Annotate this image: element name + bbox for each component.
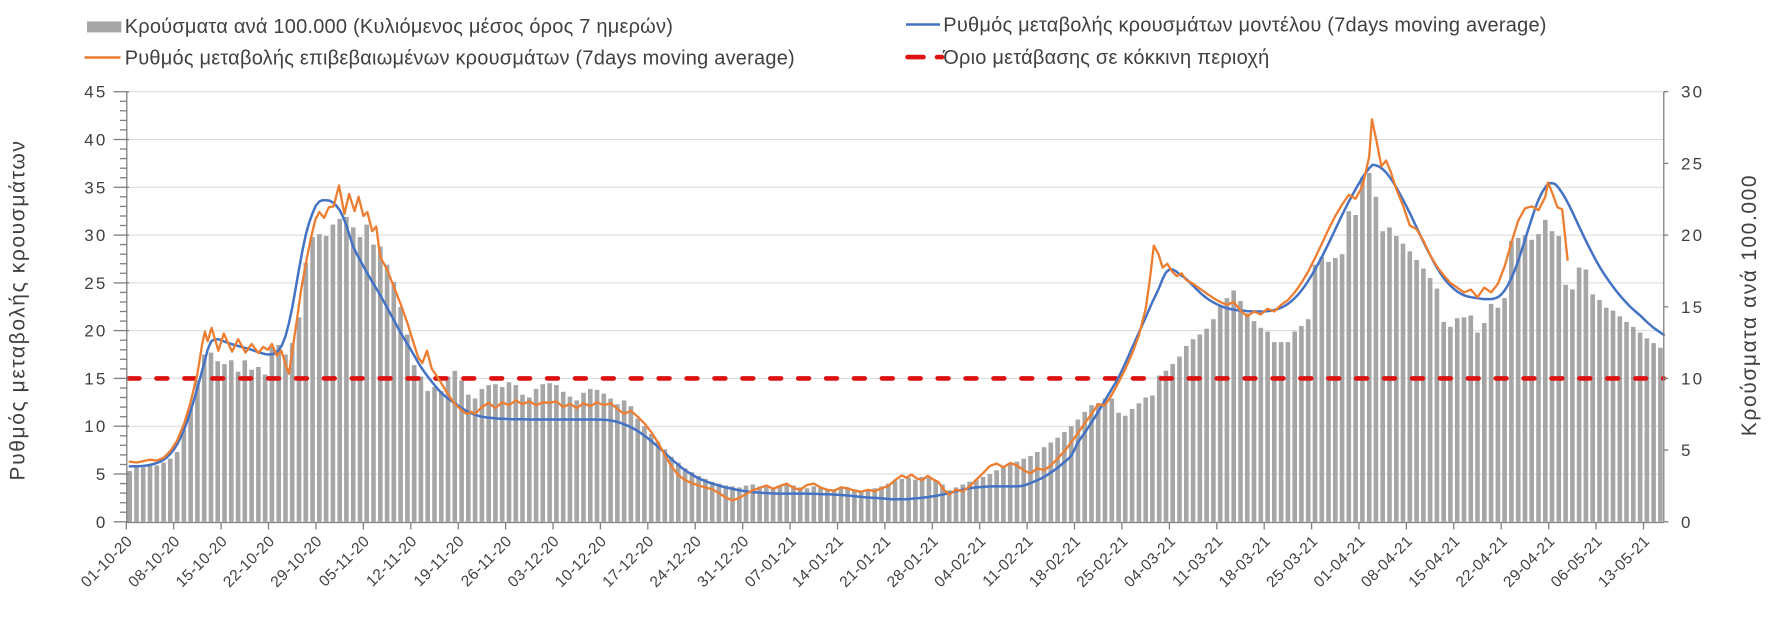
svg-text:10: 10 <box>84 417 107 436</box>
svg-text:Ρυθμός μεταβολής κρουσμάτων μο: Ρυθμός μεταβολής κρουσμάτων μοντέλου (7d… <box>943 15 1546 37</box>
svg-text:15: 15 <box>1681 298 1704 317</box>
svg-text:10: 10 <box>1681 369 1704 388</box>
svg-text:20: 20 <box>1681 226 1704 245</box>
svg-text:Όριο μετάβασης σε κόκκινη περι: Όριο μετάβασης σε κόκκινη περιοχή <box>942 47 1269 69</box>
svg-text:Ρυθμός μεταβολής κρουσμάτων: Ρυθμός μεταβολής κρουσμάτων <box>7 140 30 481</box>
svg-text:Κρούσματα ανά 100.000 (Κυλιόμε: Κρούσματα ανά 100.000 (Κυλιόμενος μέσος … <box>125 16 673 38</box>
svg-text:30: 30 <box>84 226 107 245</box>
svg-text:25: 25 <box>84 274 107 293</box>
svg-text:0: 0 <box>1681 513 1693 532</box>
svg-text:Ρυθμός μεταβολής επιβεβαιωμένω: Ρυθμός μεταβολής επιβεβαιωμένων κρουσμάτ… <box>125 48 795 70</box>
svg-text:35: 35 <box>84 178 107 197</box>
svg-text:0: 0 <box>96 513 108 532</box>
svg-text:5: 5 <box>96 465 108 484</box>
svg-text:30: 30 <box>1681 83 1704 102</box>
svg-text:25: 25 <box>1681 154 1704 173</box>
svg-text:15: 15 <box>84 369 107 388</box>
svg-text:40: 40 <box>84 131 107 150</box>
svg-text:5: 5 <box>1681 441 1693 460</box>
svg-text:45: 45 <box>84 83 107 102</box>
svg-text:Κρούσματα ανά 100.000: Κρούσματα ανά 100.000 <box>1738 174 1761 436</box>
svg-text:20: 20 <box>84 322 107 341</box>
